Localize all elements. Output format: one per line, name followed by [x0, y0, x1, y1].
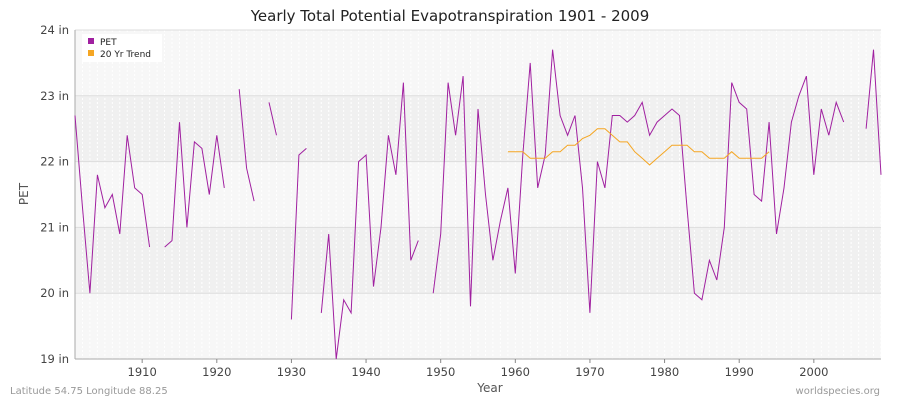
- series-line-pet: [164, 122, 225, 248]
- x-tick-label: 1910: [128, 365, 157, 379]
- legend-label-pet: PET: [100, 38, 117, 48]
- legend: PET 20 Yr Trend: [82, 34, 162, 62]
- y-tick-label: 22 in: [40, 155, 69, 169]
- x-tick-label: 1980: [650, 365, 679, 379]
- y-tick-label: 19 in: [40, 352, 69, 366]
- y-ticks: 19 in 20 in 21 in 22 in 23 in 24 in: [40, 23, 69, 366]
- legend-swatch-trend: [88, 50, 94, 56]
- series-line-pet: [865, 49, 882, 175]
- x-tick-label: 1940: [351, 365, 380, 379]
- series-line-pet: [290, 148, 307, 320]
- x-tick-label: 1950: [426, 365, 455, 379]
- series-line-pet: [238, 89, 255, 202]
- footer-coordinates: Latitude 54.75 Longitude 88.25: [10, 386, 168, 397]
- series-line-20-yr-trend: [507, 128, 770, 166]
- legend-box: [82, 34, 162, 62]
- legend-swatch-pet: [88, 38, 94, 44]
- x-axis-label: Year: [476, 381, 502, 395]
- y-tick-label: 24 in: [40, 23, 69, 37]
- x-tick-label: 1960: [501, 365, 530, 379]
- series-line-pet: [74, 115, 151, 294]
- x-tick-label: 1920: [202, 365, 231, 379]
- x-tick-label: 2000: [799, 365, 828, 379]
- axes: [74, 30, 881, 360]
- series-line-pet: [320, 82, 419, 360]
- y-tick-label: 20 in: [40, 286, 69, 300]
- series-line-pet: [268, 102, 277, 136]
- y-axis-label: PET: [17, 182, 31, 205]
- x-tick-label: 1970: [575, 365, 604, 379]
- x-ticks: 1910 1920 1930 1940 1950 1960 1970 1980 1990 2000: [128, 359, 828, 379]
- x-tick-label: 1930: [277, 365, 306, 379]
- x-tick-label: 1990: [725, 365, 754, 379]
- chart-title: Yearly Total Potential Evapotranspiratio…: [250, 7, 650, 25]
- y-tick-label: 23 in: [40, 89, 69, 103]
- legend-label-trend: 20 Yr Trend: [100, 50, 151, 60]
- series-lines: [74, 49, 882, 360]
- y-tick-label: 21 in: [40, 220, 69, 234]
- series-line-pet: [432, 49, 845, 313]
- footer-source: worldspecies.org: [796, 386, 880, 397]
